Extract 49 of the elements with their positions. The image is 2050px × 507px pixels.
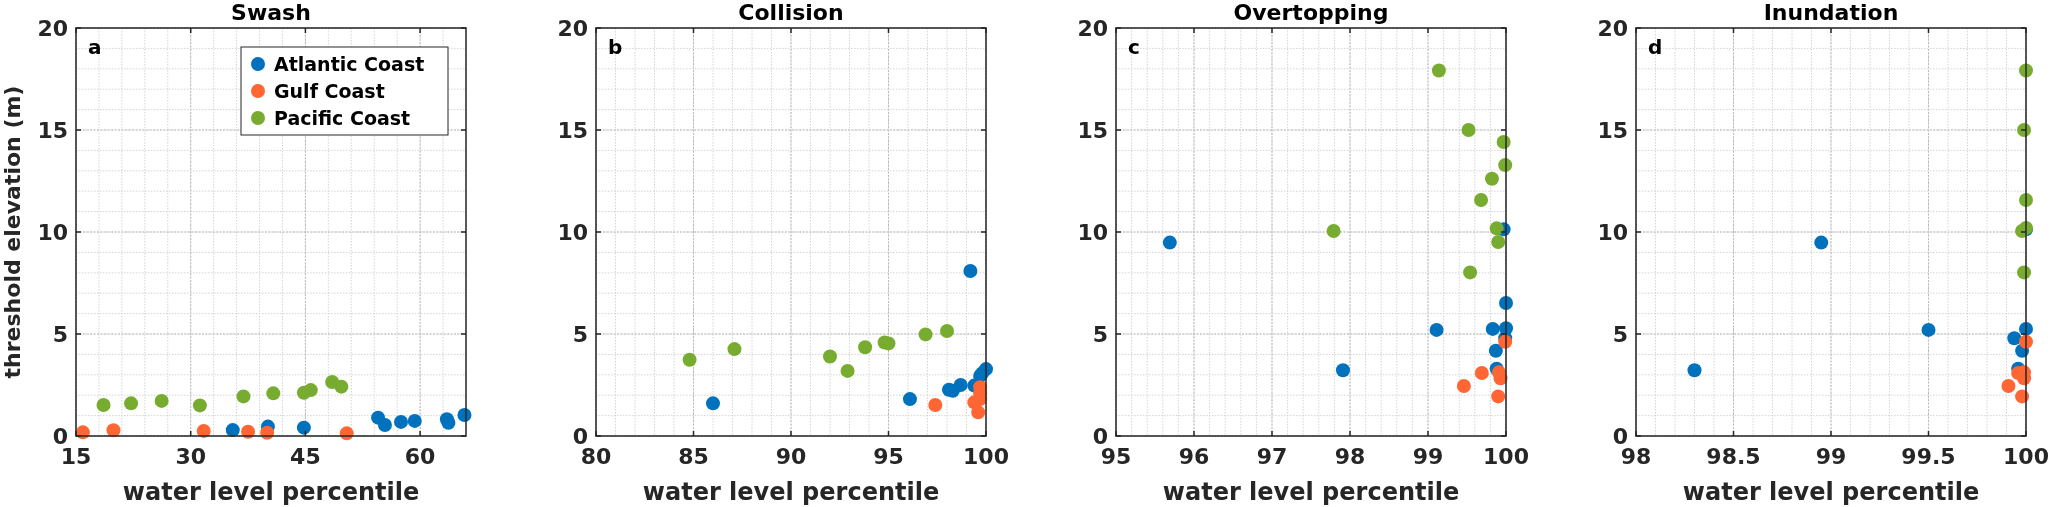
x-tick-label: 98.5	[1706, 444, 1761, 469]
y-tick-label: 20	[557, 15, 588, 41]
annotation: c	[1128, 35, 1140, 59]
x-axis-title: water level percentile	[1162, 478, 1460, 506]
x-tick-label: 95	[873, 444, 904, 469]
x-tick-label: 45	[290, 444, 321, 469]
chart-title: Swash	[231, 0, 311, 25]
x-tick-label: 99.5	[1901, 444, 1956, 469]
chart-title: Inundation	[1763, 0, 1899, 25]
y-tick-label: 10	[1077, 219, 1108, 245]
x-tick-label: 97	[1256, 444, 1288, 469]
y-tick-label: 10	[37, 219, 68, 245]
chart-title: Collision	[738, 0, 844, 25]
y-tick-label: 5	[1092, 321, 1108, 347]
y-axis-title: threshold elevation (m)	[0, 85, 25, 379]
annotation: a	[88, 35, 102, 59]
y-tick-label: 15	[1597, 117, 1628, 143]
x-tick-label: 100	[1483, 444, 1529, 469]
x-axis-title: water level percentile	[642, 478, 940, 506]
x-tick-label: 99	[1412, 444, 1444, 469]
x-tick-label: 60	[404, 444, 436, 469]
y-tick-label: 15	[1077, 117, 1108, 143]
y-tick-label: 5	[1612, 321, 1628, 347]
y-tick-label: 20	[1077, 15, 1108, 41]
x-tick-label: 100	[963, 444, 1009, 469]
chart-title: Overtopping	[1233, 0, 1389, 25]
legend-label: Pacific Coast	[274, 106, 411, 129]
x-tick-label: 90	[775, 444, 807, 469]
x-tick-label: 99	[1815, 444, 1847, 469]
x-tick-label: 100	[2003, 444, 2049, 469]
y-tick-label: 0	[52, 423, 68, 449]
x-tick-label: 85	[678, 444, 709, 469]
annotation: d	[1648, 35, 1663, 59]
legend-label: Atlantic Coast	[274, 52, 425, 75]
y-tick-label: 5	[572, 321, 588, 347]
legend-label: Gulf Coast	[274, 79, 385, 102]
y-tick-label: 20	[1597, 15, 1628, 41]
x-tick-label: 30	[175, 444, 207, 469]
x-axis-title: water level percentile	[1682, 478, 1980, 506]
y-tick-label: 10	[1597, 219, 1628, 245]
y-tick-label: 15	[557, 117, 588, 143]
x-axis-title: water level percentile	[122, 478, 420, 506]
x-tick-label: 96	[1178, 444, 1210, 469]
y-tick-label: 10	[557, 219, 588, 245]
x-tick-label: 98	[1334, 444, 1366, 469]
y-tick-label: 20	[37, 15, 68, 41]
y-tick-label: 5	[52, 321, 68, 347]
annotation: b	[608, 35, 623, 59]
y-tick-label: 15	[37, 117, 68, 143]
